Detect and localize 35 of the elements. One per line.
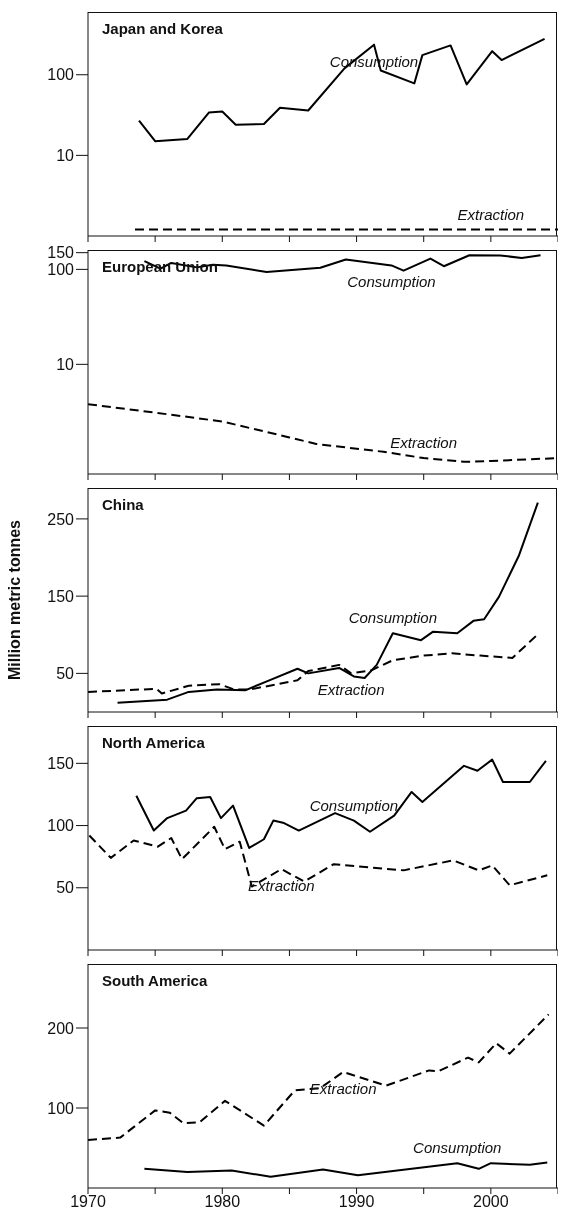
series-label: Extraction (390, 434, 458, 452)
y-tick-label: 100 (47, 261, 75, 279)
series-label: Extraction (309, 1080, 377, 1097)
line-series (138, 37, 546, 143)
y-tick-label: 100 (47, 66, 75, 84)
x-tick-label: 2000 (473, 1193, 509, 1211)
y-tick-label: 250 (47, 510, 75, 528)
series-label: Consumption (347, 273, 436, 291)
series-label: Consumption (348, 609, 438, 627)
text: South America (102, 972, 208, 989)
y-tick-label: 50 (56, 879, 75, 897)
text: China (102, 496, 144, 513)
x-tick-label: 1990 (338, 1193, 375, 1211)
x-tick-label: 1980 (204, 1193, 241, 1211)
y-tick-label: 200 (47, 1019, 75, 1037)
y-tick-label: 150 (47, 244, 75, 262)
y-tick-label: 150 (47, 587, 75, 605)
line-series (143, 1161, 549, 1178)
y-axis-title: Million metric tonnes (5, 519, 23, 681)
y-tick-label: 100 (47, 1099, 75, 1117)
y-tick-label: 100 (47, 817, 75, 835)
x-tick-label: 1970 (70, 1193, 106, 1211)
y-tick-label: 150 (47, 755, 75, 773)
series-label: Extraction (248, 877, 315, 895)
text: Japan and Korea (102, 20, 223, 37)
series-label: Consumption (309, 796, 399, 814)
y-tick-label: 10 (56, 356, 75, 374)
series-label: Consumption (413, 1139, 502, 1157)
line-series (135, 758, 547, 849)
series-label: Extraction (457, 205, 525, 223)
line-series (88, 1013, 550, 1141)
y-tick-label: 10 (56, 147, 75, 165)
series-label: Extraction (317, 681, 385, 699)
text: North America (102, 734, 205, 751)
y-tick-label: 50 (56, 665, 75, 683)
